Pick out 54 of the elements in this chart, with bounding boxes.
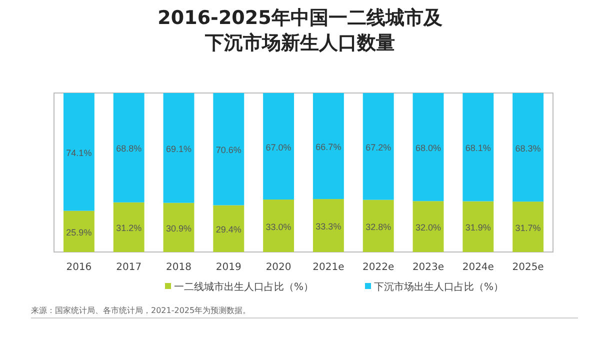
- data-label: 68.3%: [515, 143, 541, 154]
- data-label: 69.1%: [166, 144, 192, 154]
- x-tick-label: 2024e: [462, 262, 494, 273]
- bar: [362, 200, 394, 252]
- data-label: 67.0%: [266, 142, 292, 152]
- data-label: 32.8%: [366, 222, 392, 232]
- data-label: 68.0%: [415, 143, 442, 154]
- data-label: 25.9%: [66, 227, 92, 238]
- x-tick-label: 2025e: [512, 262, 544, 273]
- data-label: 66.7%: [316, 142, 342, 152]
- bar: [462, 93, 494, 202]
- data-label: 70.6%: [216, 145, 242, 156]
- bar: [63, 93, 94, 211]
- chart-title: 2016-2025年中国一二线城市及下沉市场新生人口数量: [158, 7, 442, 54]
- bar: [213, 93, 244, 206]
- data-label: 33.0%: [266, 222, 292, 232]
- data-label: 68.1%: [465, 143, 491, 154]
- bar: [263, 200, 294, 252]
- source-note: 来源：国家统计局、各市统计局，2021-2025年为预测数据。: [31, 306, 251, 315]
- bar: [113, 93, 144, 202]
- bar: [362, 93, 394, 200]
- data-label: 32.0%: [415, 222, 442, 233]
- data-label: 68.8%: [116, 144, 142, 154]
- bar: [263, 93, 294, 200]
- data-label: 31.7%: [515, 222, 541, 233]
- data-label: 30.9%: [166, 223, 192, 234]
- bar: [213, 205, 244, 252]
- data-label: 31.2%: [116, 223, 142, 234]
- x-tick-label: 2023e: [412, 262, 444, 273]
- x-tick-label: 2021e: [312, 262, 344, 273]
- data-label: 74.1%: [66, 148, 92, 158]
- legend-label: 一二线城市出生人口占比（%）: [174, 281, 314, 293]
- x-tick-label: 2019: [216, 262, 242, 273]
- x-tick-label: 2018: [166, 262, 192, 273]
- bar: [163, 93, 194, 203]
- bar: [312, 199, 344, 252]
- bar: [163, 202, 194, 252]
- bar: [462, 201, 494, 252]
- bar: [512, 93, 544, 202]
- bar: [312, 93, 344, 200]
- bar: [412, 201, 444, 252]
- bar: [512, 202, 544, 252]
- x-tick-label: 2017: [116, 262, 142, 273]
- bar: [412, 93, 444, 202]
- legend-label: 下沉市场出生人口占比（%）: [374, 281, 504, 293]
- data-label: 67.2%: [366, 142, 392, 152]
- x-tick-label: 2020: [266, 262, 292, 273]
- x-tick-label: 2016: [66, 262, 92, 273]
- data-label: 29.4%: [216, 224, 242, 235]
- bar: [113, 202, 144, 252]
- data-label: 31.9%: [465, 222, 491, 233]
- bar: [63, 210, 94, 252]
- x-tick-label: 2022e: [362, 262, 394, 273]
- data-label: 33.3%: [316, 222, 342, 232]
